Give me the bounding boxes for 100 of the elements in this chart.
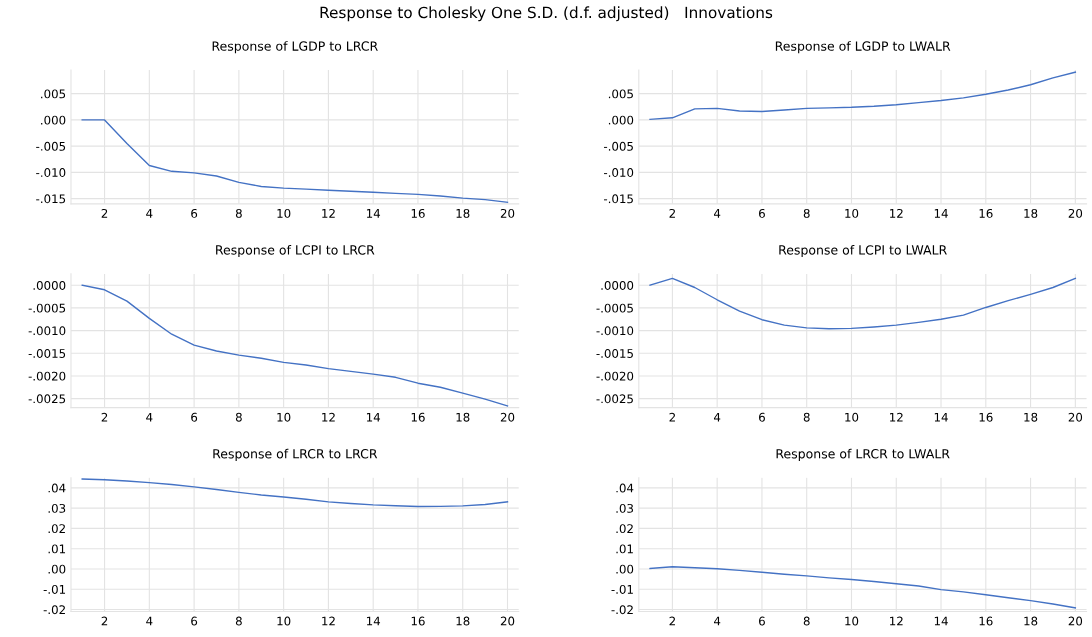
x-tick-label: 4 — [713, 209, 721, 218]
x-tick-label: 18 — [456, 412, 470, 422]
y-tick-label: .000 — [608, 115, 634, 125]
x-tick-label: 12 — [322, 412, 335, 422]
x-tick-label: 12 — [322, 616, 335, 626]
x-tick-label: 8 — [235, 208, 242, 218]
x-tick-label: 10 — [845, 208, 859, 218]
y-tick-label: .005 — [608, 89, 633, 99]
x-tick-label: 10 — [277, 616, 291, 626]
y-tick-label: -.0010 — [596, 326, 634, 336]
x-tick-label: 14 — [934, 412, 948, 422]
x-tick-label: 16 — [979, 208, 993, 218]
x-tick-label: 14 — [366, 209, 381, 218]
chart-subtitle: Response of LCPI to LRCR — [216, 244, 375, 258]
y-tick-label: .03 — [616, 503, 634, 513]
chart-subtitle: Response of LCPI to LWALR — [779, 244, 947, 258]
x-tick-label: 14 — [366, 616, 381, 626]
x-tick-label: 4 — [713, 412, 721, 422]
y-tick-label: -.015 — [603, 194, 633, 204]
y-tick-label: .00 — [48, 564, 66, 574]
y-tick-label: .0000 — [601, 280, 634, 290]
y-tick-label: .01 — [48, 544, 66, 554]
x-tick-label: 6 — [191, 616, 198, 626]
x-tick-label: 6 — [759, 616, 765, 626]
y-tick-label: -.0010 — [28, 326, 66, 336]
y-tick-label: -.02 — [611, 605, 633, 615]
y-tick-label: -.005 — [603, 141, 633, 151]
y-tick-label: -.015 — [36, 194, 66, 204]
x-tick-label: 4 — [146, 412, 153, 422]
y-tick-label: -.010 — [603, 168, 634, 178]
y-tick-label: -.0015 — [28, 348, 66, 358]
y-tick-label: -.0020 — [596, 371, 634, 381]
line-series — [81, 119, 509, 203]
x-tick-label: 2 — [669, 616, 675, 626]
x-tick-label: 6 — [191, 412, 198, 422]
y-tick-label: .005 — [41, 89, 66, 99]
chart-title: Response to Cholesky One S.D. (d.f. adjusted) Innovations — [320, 6, 773, 22]
y-tick-label: -.0015 — [596, 348, 633, 358]
x-tick-label: 16 — [979, 616, 993, 626]
x-tick-label: 8 — [235, 412, 242, 422]
x-tick-label: 2 — [101, 412, 108, 422]
x-tick-label: 6 — [759, 208, 765, 218]
x-tick-label: 18 — [1024, 616, 1038, 626]
x-tick-label: 12 — [890, 208, 903, 218]
x-tick-label: 2 — [669, 208, 675, 218]
x-tick-label: 2 — [101, 208, 108, 218]
x-tick-label: 6 — [191, 208, 198, 218]
chart-subtitle: Response of LGDP to LWALR — [775, 41, 951, 54]
x-tick-label: 2 — [669, 412, 675, 422]
x-tick-label: 4 — [146, 616, 153, 626]
line-series — [649, 566, 1077, 609]
x-tick-label: 14 — [366, 412, 381, 422]
chart-subtitle: Response of LRCR to LRCR — [213, 448, 378, 461]
x-tick-label: 8 — [803, 616, 810, 626]
chart-subtitle: Response of LRCR to LWALR — [776, 448, 950, 461]
x-tick-label: 20 — [1068, 208, 1083, 218]
y-tick-label: -.005 — [36, 141, 66, 151]
line-series — [649, 277, 1077, 330]
x-tick-label: 10 — [277, 208, 291, 218]
y-tick-label: .01 — [616, 544, 633, 554]
x-tick-label: 8 — [803, 208, 810, 218]
x-tick-label: 12 — [890, 412, 903, 422]
y-tick-label: -.0025 — [596, 394, 633, 404]
y-tick-label: -.0020 — [28, 371, 66, 381]
y-tick-label: -.01 — [611, 584, 633, 594]
x-tick-label: 20 — [1068, 616, 1083, 626]
y-tick-label: .04 — [48, 483, 66, 493]
x-tick-label: 16 — [411, 412, 425, 422]
x-tick-label: 8 — [235, 616, 242, 626]
x-tick-label: 10 — [277, 412, 291, 422]
y-tick-label: -.02 — [43, 605, 65, 615]
line-series — [81, 284, 509, 407]
x-tick-label: 18 — [1024, 412, 1038, 422]
line-series — [649, 71, 1077, 121]
x-tick-label: 20 — [500, 412, 515, 422]
x-tick-label: 10 — [845, 616, 859, 626]
x-tick-label: 4 — [713, 616, 721, 626]
x-tick-label: 2 — [101, 616, 108, 626]
x-tick-label: 6 — [759, 412, 765, 422]
y-tick-label: .0000 — [33, 280, 66, 290]
y-tick-label: .000 — [41, 115, 66, 125]
y-tick-label: .02 — [48, 524, 65, 534]
x-tick-label: 18 — [1024, 208, 1038, 218]
x-tick-label: 20 — [500, 616, 515, 626]
x-tick-label: 16 — [411, 616, 425, 626]
y-tick-label: .04 — [616, 483, 634, 493]
x-tick-label: 18 — [456, 208, 470, 218]
y-tick-label: .02 — [616, 524, 633, 534]
y-tick-label: -.01 — [43, 584, 66, 594]
y-tick-label: .00 — [616, 564, 634, 574]
x-tick-label: 12 — [890, 616, 903, 626]
y-tick-label: -.0005 — [28, 303, 66, 313]
x-tick-label: 10 — [845, 412, 859, 422]
x-tick-label: 12 — [322, 208, 335, 218]
x-tick-label: 8 — [803, 412, 810, 422]
x-tick-label: 18 — [456, 616, 470, 626]
y-tick-label: .03 — [48, 503, 66, 513]
y-tick-label: -.0005 — [596, 303, 633, 313]
chart-subtitle: Response of LGDP to LRCR — [212, 41, 378, 54]
y-tick-label: -.010 — [36, 168, 66, 178]
